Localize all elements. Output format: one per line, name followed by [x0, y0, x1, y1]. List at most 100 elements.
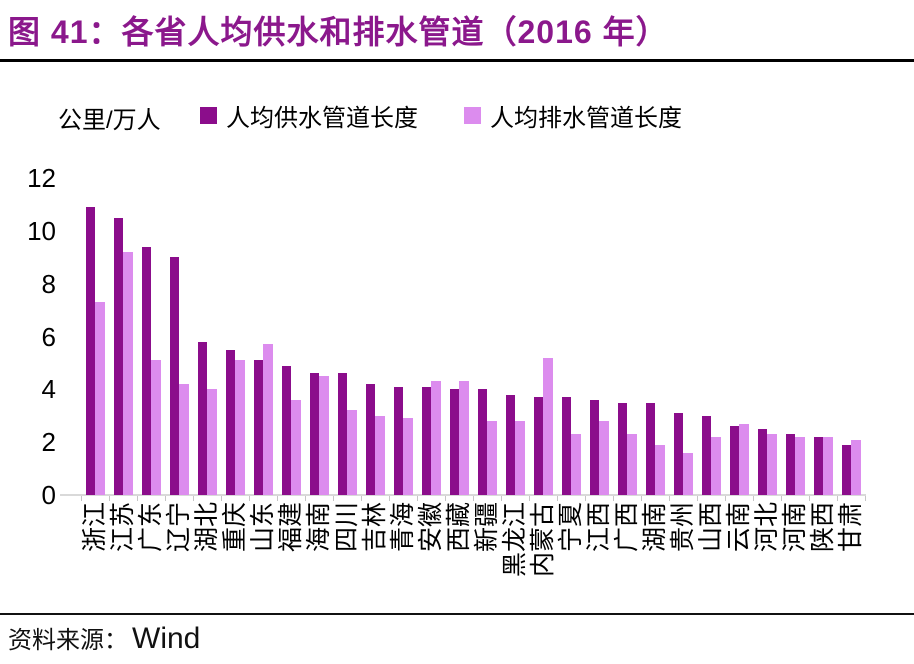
bar-supply [645, 402, 655, 495]
bar-drainage [543, 357, 553, 495]
bar-drainage [655, 444, 665, 495]
x-category-label-text: 黑龙江 [501, 502, 529, 578]
x-axis-tick [781, 496, 782, 501]
bar-drainage [123, 251, 133, 495]
x-axis-tick [697, 496, 698, 501]
legend-swatch-supply-icon [200, 107, 217, 124]
bar-group [837, 178, 865, 495]
footer-divider-line [0, 613, 914, 615]
bar-group [109, 178, 137, 495]
bar-drainage [487, 421, 497, 495]
bar-drainage [95, 302, 105, 495]
y-tick-label: 10 [27, 215, 56, 246]
bar-supply [337, 373, 347, 495]
bar-drainage [515, 421, 525, 495]
bar-drainage [375, 415, 385, 495]
bar-group [781, 178, 809, 495]
page-title: 图 41：各省人均供水和排水管道（2016 年） [8, 14, 669, 50]
bar-group [193, 178, 221, 495]
x-category-label-text: 内蒙古 [529, 502, 557, 578]
x-category-label-text: 山西 [697, 502, 725, 553]
bar-supply [113, 217, 123, 495]
bar-drainage [207, 389, 217, 495]
x-axis-tick [165, 496, 166, 501]
bar-supply [729, 426, 739, 495]
x-axis-tick [109, 496, 110, 501]
bar-group [221, 178, 249, 495]
bar-drainage [151, 360, 161, 495]
bar-group [249, 178, 277, 495]
x-axis-tick [417, 496, 418, 501]
bar-drainage [291, 399, 301, 495]
x-category-label-text: 广西 [613, 502, 641, 553]
bar-supply [561, 397, 571, 495]
bar-supply [281, 365, 291, 495]
x-axis-tick [585, 496, 586, 501]
bar-supply [393, 386, 403, 495]
bar-group [697, 178, 725, 495]
bar-drainage [767, 434, 777, 495]
bar-supply [197, 341, 207, 495]
bar-drainage [851, 439, 861, 495]
x-axis-tick [137, 496, 138, 501]
bar-supply [505, 394, 515, 495]
x-category-label-text: 山东 [249, 502, 277, 553]
x-axis-tick [277, 496, 278, 501]
bar-supply [813, 436, 823, 495]
bar-supply [309, 373, 319, 495]
bar-drainage [347, 410, 357, 495]
x-axis-tick [193, 496, 194, 501]
x-axis-line [60, 494, 866, 496]
x-axis-tick [837, 496, 838, 501]
legend: 人均供水管道长度 人均排水管道长度 [200, 98, 682, 133]
x-category-label-text: 青海 [389, 502, 417, 553]
bar-group [585, 178, 613, 495]
bar-supply [477, 389, 487, 495]
x-axis-tick [221, 496, 222, 501]
x-category-label-text: 湖南 [641, 502, 669, 553]
bar-group [529, 178, 557, 495]
bar-drainage [459, 381, 469, 495]
x-axis-tick [249, 496, 250, 501]
bar-supply [533, 397, 543, 495]
x-category-label-text: 贵州 [669, 502, 697, 553]
x-axis-tick [333, 496, 334, 501]
bar-supply [785, 434, 795, 495]
x-category-label-text: 吉林 [361, 502, 389, 553]
y-tick-label: 4 [41, 374, 56, 405]
bar-supply [701, 415, 711, 495]
bar-supply [589, 399, 599, 495]
bar-drainage [431, 381, 441, 495]
x-axis-tick [81, 496, 82, 501]
plot-area [81, 178, 865, 495]
x-category-label-text: 江西 [585, 502, 613, 553]
bar-drainage [739, 423, 749, 495]
x-category-label-text: 甘肃 [837, 502, 865, 553]
bar-group [305, 178, 333, 495]
bar-supply [841, 444, 851, 495]
x-axis-tick [361, 496, 362, 501]
x-axis-tick [809, 496, 810, 501]
x-category-label-text: 宁夏 [557, 502, 585, 553]
x-axis-tick [501, 496, 502, 501]
bar-group [361, 178, 389, 495]
x-axis-tick [305, 496, 306, 501]
source-value: Wind [132, 622, 201, 655]
bar-group [473, 178, 501, 495]
bar-drainage [179, 384, 189, 495]
x-category-label-text: 西藏 [445, 502, 473, 553]
bar-drainage [795, 436, 805, 495]
legend-label-drainage: 人均排水管道长度 [490, 105, 682, 132]
legend-label-supply: 人均供水管道长度 [226, 105, 418, 132]
bar-supply [141, 246, 151, 495]
x-category-label-text: 新疆 [473, 502, 501, 553]
bar-group [613, 178, 641, 495]
x-axis-tick [753, 496, 754, 501]
legend-swatch-drainage-icon [464, 107, 481, 124]
x-category-label-text: 河北 [753, 502, 781, 553]
x-axis-tick [641, 496, 642, 501]
bar-supply [673, 413, 683, 495]
bar-supply [85, 207, 95, 495]
bar-supply [617, 402, 627, 495]
